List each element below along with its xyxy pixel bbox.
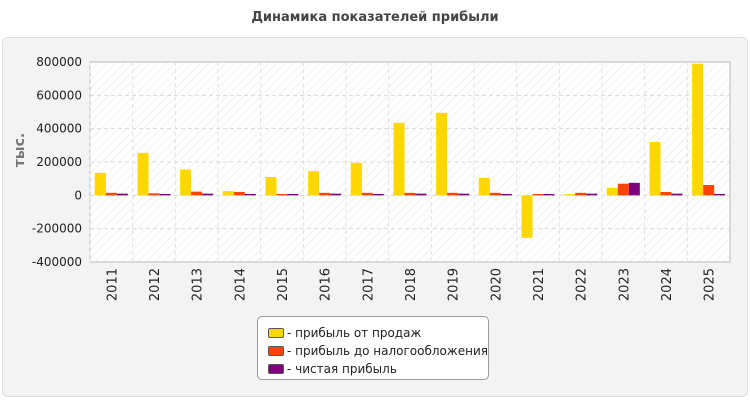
bar-2021-s1 xyxy=(532,194,544,196)
x-tick-label: 2025 xyxy=(703,268,718,301)
x-tick-label: 2020 xyxy=(489,268,504,301)
bar-2022-s0 xyxy=(564,194,576,196)
x-tick-label: 2021 xyxy=(532,268,547,301)
bar-2017-s1 xyxy=(361,192,373,196)
legend: - прибыль от продаж - прибыль до налогоо… xyxy=(257,316,489,380)
bar-2020-s1 xyxy=(489,192,501,196)
x-tick-label: 2013 xyxy=(191,268,206,301)
bar-2024-s0 xyxy=(649,142,661,196)
bar-2012-s2 xyxy=(159,194,171,196)
bar-2019-s1 xyxy=(447,192,459,196)
bar-2013-s0 xyxy=(180,169,192,196)
bar-2016-s1 xyxy=(319,192,331,196)
bar-2018-s0 xyxy=(393,122,405,196)
legend-label: - прибыль от продаж xyxy=(287,326,422,340)
bars xyxy=(94,63,726,238)
x-tick-label: 2017 xyxy=(361,268,376,301)
bar-2015-s1 xyxy=(276,194,288,196)
legend-label: - прибыль до налогообложения xyxy=(287,344,488,358)
bar-2011-s1 xyxy=(105,192,117,196)
bar-2019-s0 xyxy=(436,112,448,196)
bar-2025-s0 xyxy=(692,63,704,196)
bar-2019-s2 xyxy=(458,193,470,196)
bar-2025-s1 xyxy=(703,185,715,196)
x-ticks: 2011 2012 2013 2014 2015 2016 2017 2018 2019 2020… xyxy=(105,268,717,301)
bar-2023-s0 xyxy=(606,187,618,196)
bar-2014-s2 xyxy=(244,194,256,196)
bar-2012-s1 xyxy=(148,193,160,196)
x-tick-label: 2024 xyxy=(660,268,675,301)
y-tick-label: 0 xyxy=(74,188,82,202)
legend-item-net-profit: - чистая прибыль xyxy=(268,360,488,378)
bar-2020-s2 xyxy=(500,194,512,196)
x-tick-label: 2016 xyxy=(319,268,334,301)
chart-title: Динамика показателей прибыли xyxy=(251,10,499,25)
bar-2014-s1 xyxy=(233,192,245,196)
bar-2012-s0 xyxy=(137,152,149,196)
legend-item-sales-profit: - прибыль от продаж xyxy=(268,324,488,342)
x-tick-label: 2012 xyxy=(148,268,163,301)
y-axis-label: тыс. xyxy=(12,133,28,167)
bar-2015-s2 xyxy=(287,194,299,196)
bar-2021-s0 xyxy=(521,195,533,238)
bar-2017-s2 xyxy=(372,194,384,196)
x-tick-label: 2011 xyxy=(105,268,120,301)
y-tick-label: 200000 xyxy=(36,155,82,169)
bar-2013-s2 xyxy=(202,193,214,196)
bar-2015-s0 xyxy=(265,177,277,196)
legend-swatch xyxy=(268,328,284,338)
bar-2024-s2 xyxy=(671,193,683,196)
x-tick-label: 2023 xyxy=(617,268,632,301)
plot-area xyxy=(89,61,731,263)
y-tick-label: 800000 xyxy=(36,55,82,69)
y-tick-label: 400000 xyxy=(36,122,82,136)
bar-2022-s2 xyxy=(586,193,598,196)
legend-swatch xyxy=(268,364,284,374)
bar-2023-s2 xyxy=(628,182,640,196)
bar-2017-s0 xyxy=(350,162,362,196)
bar-2016-s2 xyxy=(330,193,342,196)
x-tick-label: 2018 xyxy=(404,268,419,301)
bar-2025-s2 xyxy=(714,194,726,196)
bar-2014-s0 xyxy=(222,191,234,196)
bar-2011-s2 xyxy=(116,193,128,196)
bar-2011-s0 xyxy=(94,172,106,196)
bar-2023-s1 xyxy=(617,183,629,196)
y-tick-label: 600000 xyxy=(36,88,82,102)
bar-2022-s1 xyxy=(575,192,587,196)
x-tick-label: 2019 xyxy=(447,268,462,301)
bar-2021-s2 xyxy=(543,194,555,196)
bar-2013-s1 xyxy=(191,191,203,196)
y-tick-label: -400000 xyxy=(32,255,82,269)
y-tick-label: -200000 xyxy=(32,222,82,236)
bar-2018-s2 xyxy=(415,193,427,196)
legend-item-pretax-profit: - прибыль до налогообложения xyxy=(268,342,488,360)
x-tick-label: 2022 xyxy=(575,268,590,301)
x-tick-label: 2015 xyxy=(276,268,291,301)
y-ticks: 800000 600000 400000 200000 0 -200000 -400000 xyxy=(32,55,82,269)
bar-2024-s1 xyxy=(660,192,672,196)
legend-swatch xyxy=(268,346,284,356)
bar-2016-s0 xyxy=(308,171,320,196)
bar-2020-s0 xyxy=(478,177,490,196)
x-tick-label: 2014 xyxy=(233,268,248,301)
bar-2018-s1 xyxy=(404,192,416,196)
legend-label: - чистая прибыль xyxy=(287,362,397,376)
